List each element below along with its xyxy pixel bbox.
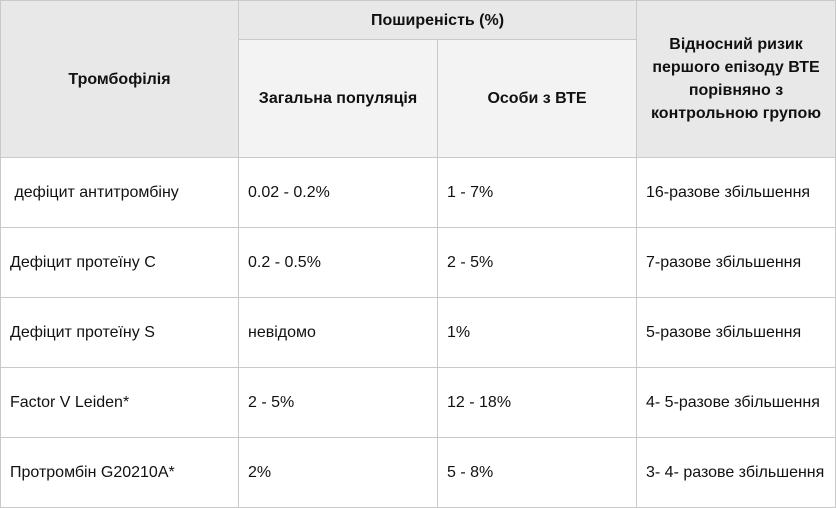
header-row-sub: Загальна популяція Особи з ВТЕ	[1, 39, 836, 158]
cell-vte-persons: 12 - 18%	[437, 367, 637, 438]
cell-relative-risk: 7-разове збільшення	[636, 227, 836, 298]
cell-thrombophilia: дефіцит антитромбіну	[0, 157, 239, 228]
cell-vte-persons: 5 - 8%	[437, 437, 637, 508]
table-row: Дефіцит протеїну S невідомо 1% 5-разове …	[0, 297, 836, 368]
header-relative-risk: Відносний ризик першого епізоду ВТЕ порі…	[636, 0, 836, 158]
cell-thrombophilia: Дефіцит протеїну С	[0, 227, 239, 298]
cell-general-population: 2%	[238, 437, 438, 508]
cell-thrombophilia: Factor V Leiden*	[0, 367, 239, 438]
cell-general-population: 0.02 - 0.2%	[238, 157, 438, 228]
cell-general-population: 2 - 5%	[238, 367, 438, 438]
cell-vte-persons: 1%	[437, 297, 637, 368]
cell-relative-risk: 5-разове збільшення	[636, 297, 836, 368]
cell-thrombophilia: Дефіцит протеїну S	[0, 297, 239, 368]
table-row: Протромбін G20210A* 2% 5 - 8% 3- 4- разо…	[0, 437, 836, 508]
table-row: Factor V Leiden* 2 - 5% 12 - 18% 4- 5-ра…	[0, 367, 836, 438]
cell-vte-persons: 2 - 5%	[437, 227, 637, 298]
header-general-population: Загальна популяція	[238, 39, 438, 158]
header-thrombophilia: Тромбофілія	[0, 0, 239, 158]
header-row-top: Тромбофілія Поширеність (%) Відносний ри…	[0, 0, 836, 158]
header-prevalence: Поширеність (%)	[238, 0, 637, 40]
cell-relative-risk: 16-разове збільшення	[636, 157, 836, 228]
cell-relative-risk: 4- 5-разове збільшення	[636, 367, 836, 438]
header-vte-persons: Особи з ВТЕ	[437, 39, 637, 158]
table-row: Дефіцит протеїну С 0.2 - 0.5% 2 - 5% 7-р…	[0, 227, 836, 298]
table-row: дефіцит антитромбіну 0.02 - 0.2% 1 - 7% …	[0, 157, 836, 228]
cell-general-population: невідомо	[238, 297, 438, 368]
cell-relative-risk: 3- 4- разове збільшення	[636, 437, 836, 508]
cell-vte-persons: 1 - 7%	[437, 157, 637, 228]
cell-general-population: 0.2 - 0.5%	[238, 227, 438, 298]
cell-thrombophilia: Протромбін G20210A*	[0, 437, 239, 508]
